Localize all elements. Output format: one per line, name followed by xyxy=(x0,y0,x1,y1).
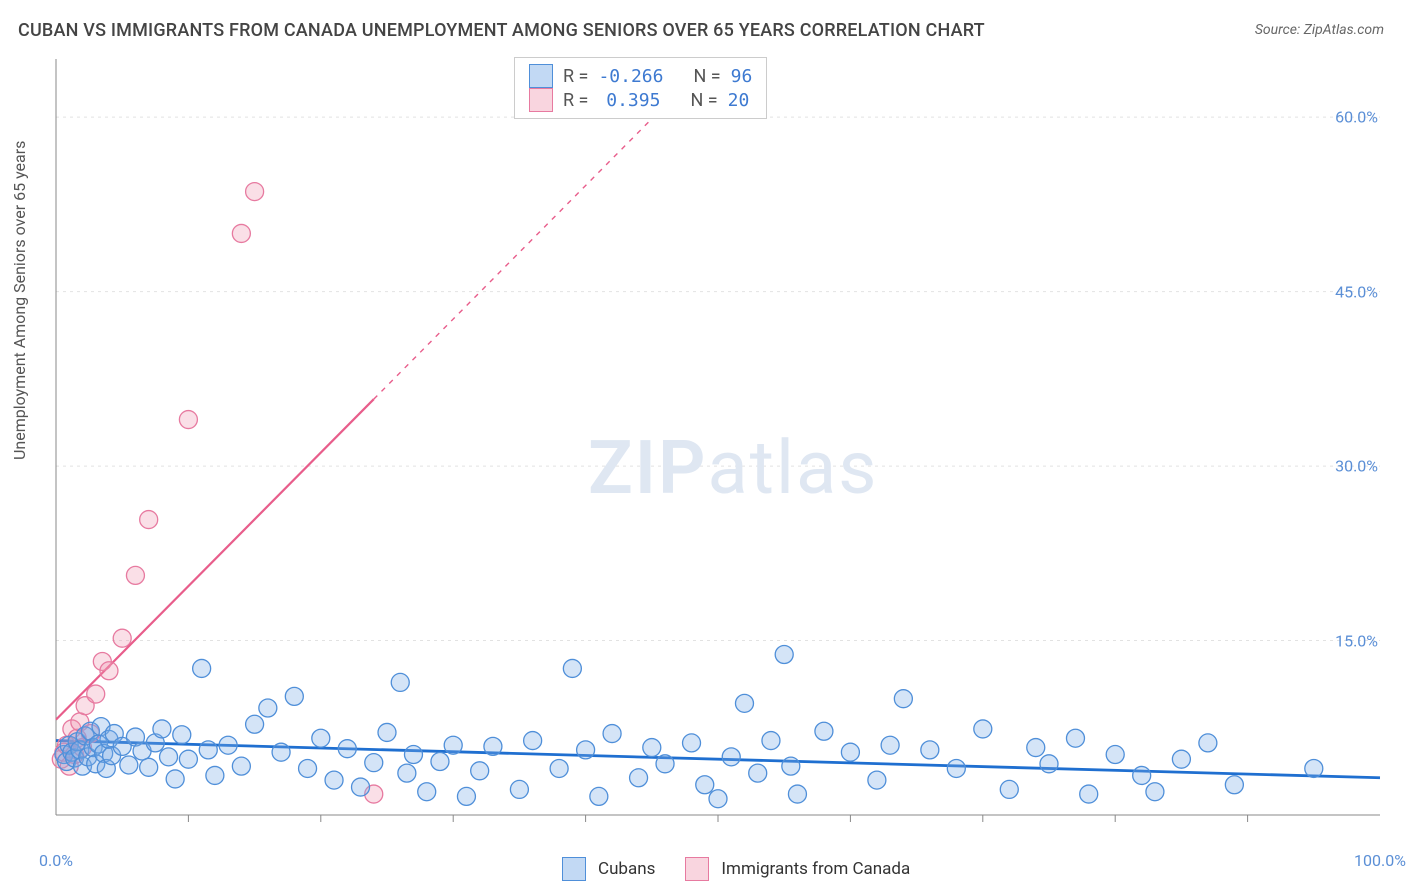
scatter-svg xyxy=(48,55,1388,835)
chart-title: CUBAN VS IMMIGRANTS FROM CANADA UNEMPLOY… xyxy=(18,20,985,41)
legend-row: R = -0.266 N = 96 xyxy=(529,64,752,88)
legend-r-value: 0.395 xyxy=(598,90,660,111)
legend-series-label: Cubans xyxy=(598,859,655,879)
series-legend: Cubans Immigrants from Canada xyxy=(562,857,928,881)
plot-area: ZIPatlas R =-0.266N =96R =0.395N =20 Cub… xyxy=(48,55,1388,835)
legend-n-label: N = xyxy=(690,90,717,111)
y-axis-label: Unemployment Among Seniors over 65 years xyxy=(10,141,29,460)
legend-swatch xyxy=(562,857,586,881)
legend-r-value: -0.266 xyxy=(598,66,663,87)
y-tick-label: 30.0% xyxy=(1335,457,1378,476)
legend-swatch xyxy=(685,857,709,881)
chart-source: Source: ZipAtlas.com xyxy=(1255,22,1384,38)
legend-n-label: N = xyxy=(693,66,720,87)
legend-n-value: 20 xyxy=(728,90,750,111)
legend-row: R = 0.395 N = 20 xyxy=(529,88,752,112)
legend-r-label: R = xyxy=(563,66,588,87)
x-tick-label: 100.0% xyxy=(1354,851,1406,870)
legend-swatch xyxy=(529,88,553,112)
x-tick-label: 0.0% xyxy=(39,851,73,870)
legend-n-value: 96 xyxy=(731,66,753,87)
y-tick-label: 45.0% xyxy=(1335,282,1378,301)
legend-r-label: R = xyxy=(563,90,588,111)
legend-series-label: Immigrants from Canada xyxy=(721,859,910,879)
correlation-legend: R = -0.266 N = 96 R = 0.395 N = 20 xyxy=(514,57,767,119)
y-tick-label: 15.0% xyxy=(1335,631,1378,650)
legend-swatch xyxy=(529,64,553,88)
y-tick-label: 60.0% xyxy=(1335,108,1378,127)
